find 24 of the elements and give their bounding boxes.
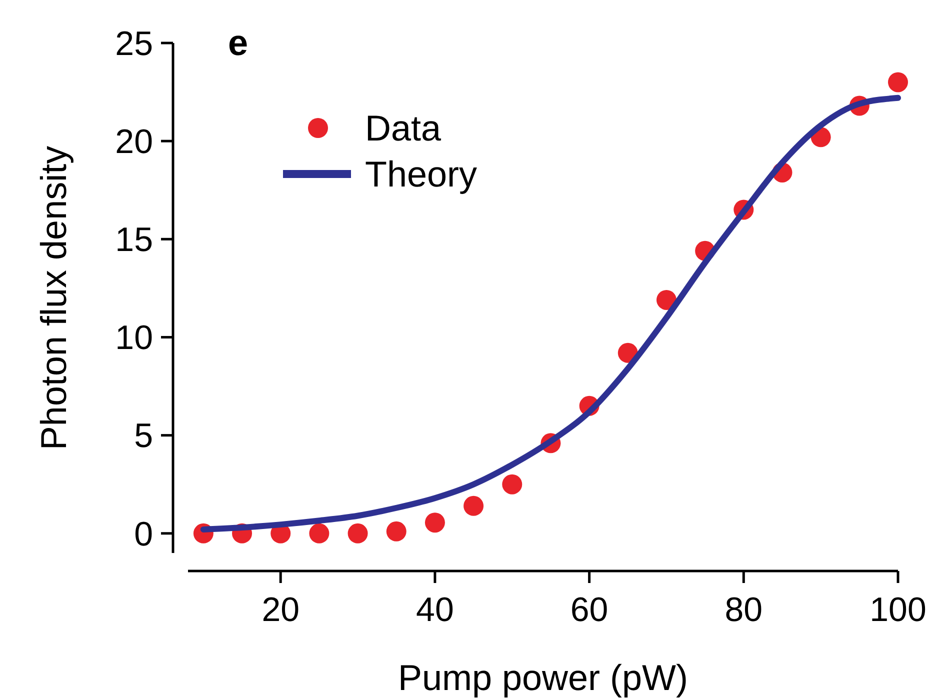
y-tick-label: 10 [115, 319, 153, 358]
x-tick-label: 20 [262, 591, 300, 629]
point [348, 523, 368, 544]
annotation: e [228, 22, 248, 63]
point [656, 290, 676, 310]
x-tick-label: 100 [870, 591, 926, 629]
point [309, 523, 330, 544]
legend-label: Data [365, 108, 442, 149]
x-tick-label: 80 [724, 591, 763, 629]
y-tick-label: 0 [134, 515, 153, 554]
y-tick-label: 15 [115, 221, 153, 260]
point [888, 72, 908, 92]
x-axis-title: Pump power (pW) [398, 657, 688, 698]
x-tick-label: 40 [416, 591, 454, 629]
point [386, 521, 406, 542]
point [502, 474, 522, 494]
point [424, 512, 445, 533]
y-tick-label: 20 [115, 122, 153, 161]
y-axis-title: Photon flux density [33, 146, 74, 450]
y-tick-label: 5 [134, 417, 153, 456]
legend-label: Theory [365, 154, 478, 195]
point [464, 496, 484, 516]
y-tick-label: 25 [115, 24, 153, 63]
x-tick-label: 60 [570, 591, 608, 629]
